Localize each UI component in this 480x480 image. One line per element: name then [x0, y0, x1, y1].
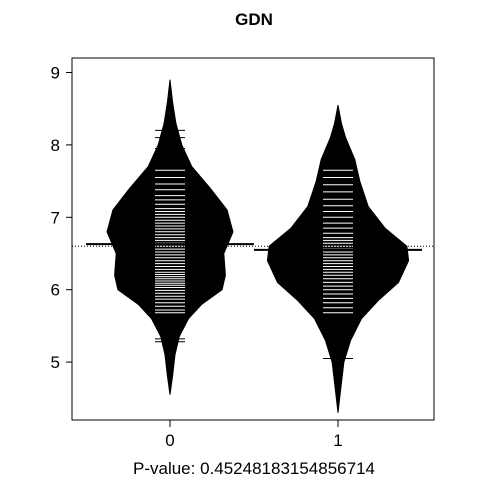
x-tick-label-1: 1: [333, 431, 342, 450]
chart-title: GDN: [235, 10, 273, 29]
bean-1: [266, 105, 410, 413]
y-tick-label-9: 9: [51, 64, 60, 83]
plot-frame: [71, 57, 435, 421]
y-axis: 5 6 7 8 9: [51, 64, 72, 372]
overlay-layer: [72, 129, 434, 359]
y-tick-label-8: 8: [51, 136, 60, 155]
y-tick-label-5: 5: [51, 353, 60, 372]
y-tick-label-7: 7: [51, 208, 60, 227]
x-tick-label-0: 0: [165, 431, 174, 450]
y-tick-label-6: 6: [51, 281, 60, 300]
x-axis-label: P-value: 0.45248183154856714: [133, 459, 375, 478]
